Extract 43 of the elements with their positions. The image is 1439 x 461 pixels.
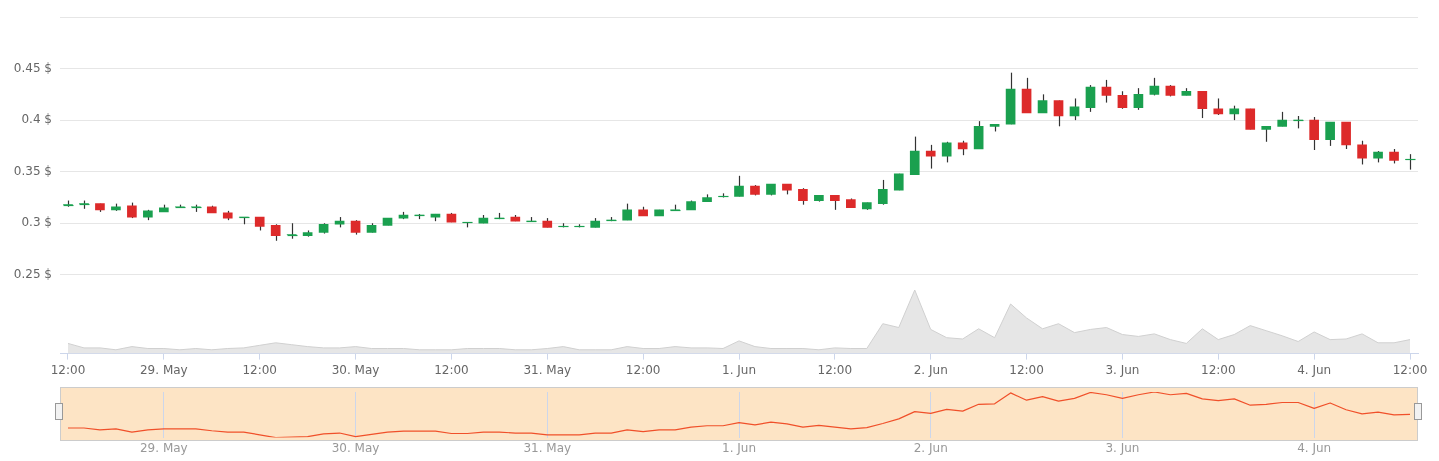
x-tick-label: 12:00 xyxy=(1009,362,1044,377)
x-tick-label: 29. May xyxy=(139,440,188,455)
candlestick xyxy=(1245,108,1256,130)
candlestick xyxy=(1085,84,1096,113)
candlestick xyxy=(1053,99,1064,127)
x-tick-label: 31. May xyxy=(523,362,572,377)
x-tick-label: 1. Jun xyxy=(721,440,757,455)
candlestick xyxy=(1357,140,1367,166)
x-tick-label: 12:00 xyxy=(1201,362,1236,377)
x-tick-label: 30. May xyxy=(331,440,380,455)
x-tick-label: 12:00 xyxy=(434,362,469,377)
x-tick-label: 31. May xyxy=(523,440,572,455)
x-tick-label: 2. Jun xyxy=(913,440,948,455)
candlestick xyxy=(1341,121,1351,150)
x-tick-label: 12:00 xyxy=(1392,362,1428,377)
y-tick-label: 0.25 $ xyxy=(13,266,52,281)
y-tick-label: 0.35 $ xyxy=(13,163,52,178)
candlestick xyxy=(1101,79,1112,104)
x-tick-label: 12:00 xyxy=(242,362,277,377)
x-tick-label: 12:00 xyxy=(625,362,661,377)
x-tick-label: 30. May xyxy=(331,362,380,377)
candlestick xyxy=(877,179,888,206)
candlestick xyxy=(1069,97,1080,121)
candlestick xyxy=(1037,93,1048,114)
x-tick-label: 3. Jun xyxy=(1105,362,1140,377)
x-tick-label: 12:00 xyxy=(50,362,86,377)
x-tick-label: 12:00 xyxy=(817,362,853,377)
x-tick-label: 3. Jun xyxy=(1105,440,1140,455)
y-tick-label: 0.3 $ xyxy=(21,215,52,230)
candlestick xyxy=(734,175,744,198)
y-tick-label: 0.45 $ xyxy=(13,60,52,75)
candlestick xyxy=(1133,87,1144,111)
x-tick-label: 1. Jun xyxy=(721,362,757,377)
candlestick xyxy=(925,144,936,170)
x-tick-label: 2. Jun xyxy=(913,362,948,377)
candlestick xyxy=(1309,116,1319,151)
x-tick-label: 4. Jun xyxy=(1297,362,1332,377)
candlestick xyxy=(1325,121,1335,147)
y-tick-label: 0.4 $ xyxy=(21,112,52,127)
x-tick-label: 29. May xyxy=(139,362,188,377)
x-tick-label: 4. Jun xyxy=(1297,440,1332,455)
candlestick xyxy=(973,120,984,150)
candlestick xyxy=(1197,90,1208,119)
